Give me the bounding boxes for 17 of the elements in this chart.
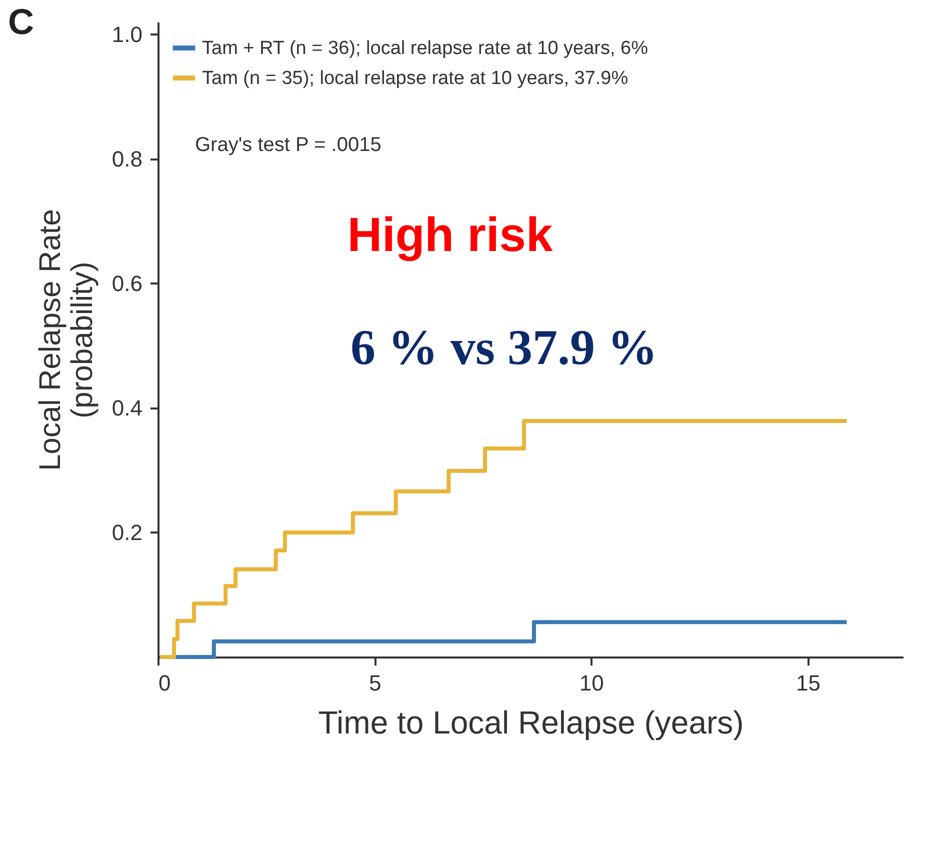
chart-title: C	[8, 1, 34, 42]
annotation: High risk	[347, 209, 553, 262]
legend-label: Tam (n = 35); local relapse rate at 10 years, 37.9%	[202, 68, 628, 89]
x-tick-label: 0	[158, 670, 171, 696]
annotation: 6 % vs 37.9 %	[350, 319, 658, 375]
y-tick-label: 1.0	[112, 22, 142, 47]
y-axis-title: Local Relapse Rate (probability)	[34, 209, 99, 471]
x-tick-label: 10	[579, 670, 604, 696]
y-tick-label: 0.6	[112, 270, 142, 296]
legend-label: Tam + RT (n = 36); local relapse rate at 10 years, 6%	[202, 38, 648, 59]
y-tick-label: 0.2	[112, 520, 142, 545]
x-tick-label: 15	[796, 670, 820, 696]
annotation: Gray's test P = .0015	[195, 134, 382, 156]
y-tick-label: 0.8	[112, 146, 142, 172]
y-tick-label: 0.4	[112, 395, 142, 420]
x-axis-title: Time to Local Relapse (years)	[318, 704, 744, 740]
x-tick-label: 5	[368, 670, 382, 696]
